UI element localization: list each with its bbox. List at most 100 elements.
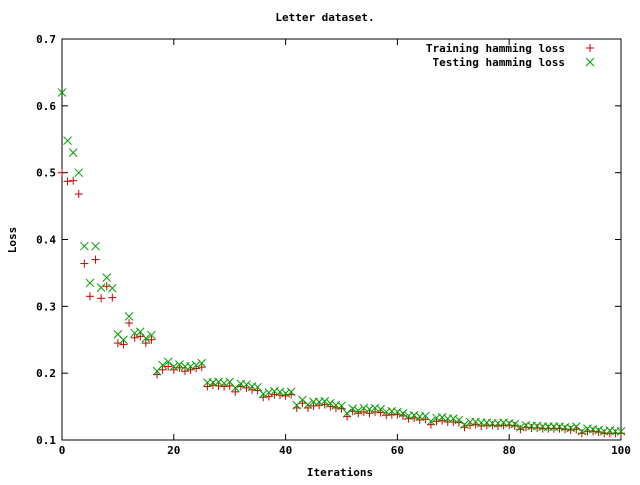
y-tick-label: 0.4	[36, 234, 56, 247]
x-tick-label: 40	[279, 444, 292, 457]
data-point	[80, 241, 89, 251]
data-point	[393, 407, 402, 417]
data-point	[124, 312, 134, 321]
y-tick-label: 0.7	[36, 33, 56, 46]
data-point	[125, 319, 134, 328]
data-point	[96, 283, 106, 292]
data-point	[298, 395, 307, 405]
data-point	[85, 278, 95, 288]
y-tick-label: 0.1	[36, 434, 56, 447]
y-axis: 0.1 0.2 0.3 0.4 0.5 0.6 0.7	[36, 33, 621, 447]
data-point	[180, 367, 189, 376]
data-point	[191, 360, 201, 370]
y-tick-label: 0.5	[36, 167, 56, 180]
data-point	[616, 426, 626, 436]
data-point	[68, 148, 78, 157]
data-point	[130, 333, 139, 342]
x-tick-label: 0	[59, 444, 66, 457]
data-point	[275, 387, 285, 397]
series-testing	[57, 88, 626, 436]
data-point	[342, 408, 352, 418]
x-tick-label: 20	[167, 444, 180, 457]
data-point	[169, 362, 179, 371]
data-point	[230, 383, 240, 393]
data-point	[80, 259, 89, 268]
legend: Training hamming loss Testing hamming lo…	[426, 42, 595, 69]
data-point	[91, 255, 100, 264]
data-point	[63, 136, 72, 145]
data-point	[320, 396, 330, 406]
data-point	[555, 424, 564, 433]
data-point	[577, 426, 587, 436]
data-point	[130, 328, 140, 338]
data-point	[58, 168, 66, 177]
data-point	[231, 387, 240, 396]
data-point	[516, 422, 525, 432]
plus-marker-icon	[586, 44, 594, 52]
data-point	[74, 168, 84, 178]
data-point	[454, 415, 464, 425]
data-point	[376, 404, 385, 414]
data-point	[158, 360, 167, 370]
x-axis: 0 20 40 60 80 100	[59, 39, 631, 457]
data-point	[197, 363, 206, 372]
data-point	[158, 365, 167, 374]
data-point	[102, 282, 111, 291]
y-tick-label: 0.3	[36, 300, 56, 313]
x-tick-label: 80	[503, 444, 516, 457]
data-point	[566, 423, 576, 433]
data-point	[533, 423, 542, 432]
legend-marker-testing	[585, 57, 595, 67]
data-point	[57, 88, 67, 97]
data-point	[85, 292, 94, 301]
y-tick-label: 0.2	[36, 367, 56, 380]
legend-label-testing: Testing hamming loss	[433, 56, 565, 69]
x-tick-label: 100	[611, 444, 631, 457]
series-training	[58, 168, 625, 438]
data-point	[303, 400, 313, 409]
legend-marker-training	[586, 44, 594, 52]
data-point	[69, 176, 78, 185]
data-point	[186, 362, 195, 371]
y-tick-label: 0.6	[36, 100, 56, 113]
x-tick-label: 60	[391, 444, 404, 457]
data-point	[398, 408, 408, 418]
data-point	[242, 380, 251, 389]
data-point	[353, 406, 363, 415]
data-point	[348, 404, 358, 413]
data-point	[359, 403, 369, 413]
data-point	[409, 410, 419, 420]
data-point	[147, 330, 156, 340]
data-point	[510, 419, 520, 429]
data-point	[147, 335, 156, 344]
data-point	[197, 358, 207, 368]
data-point	[63, 177, 72, 186]
data-point	[448, 414, 458, 423]
data-point	[107, 283, 117, 293]
data-point	[97, 294, 106, 303]
data-point	[365, 404, 374, 414]
data-point	[286, 387, 296, 397]
data-point	[571, 422, 581, 431]
data-point	[370, 403, 380, 413]
data-point	[437, 412, 447, 422]
data-point	[119, 335, 128, 345]
data-point	[203, 382, 212, 391]
data-point	[426, 416, 436, 426]
data-point	[141, 334, 151, 343]
plot-area	[57, 88, 626, 438]
data-point	[102, 273, 112, 282]
data-point	[337, 401, 346, 411]
data-point	[365, 409, 374, 418]
x-axis-label: Iterations	[307, 466, 373, 479]
data-point	[325, 398, 335, 408]
chart-title: Letter dataset.	[275, 11, 374, 24]
data-point	[258, 389, 268, 399]
data-point	[253, 382, 263, 392]
data-point	[264, 388, 274, 397]
data-point	[164, 362, 173, 371]
data-point	[135, 327, 145, 337]
data-point	[119, 340, 128, 349]
y-axis-label: Loss	[6, 227, 19, 254]
